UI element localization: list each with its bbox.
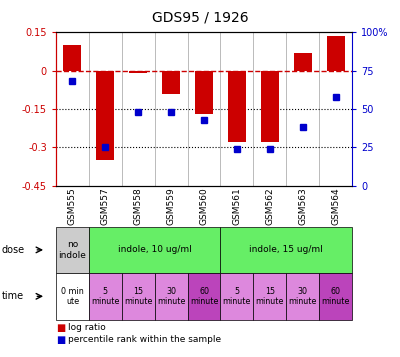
Text: 30
minute: 30 minute: [157, 287, 185, 306]
Bar: [64, 45, 82, 71]
Bar: [129, 71, 147, 73]
Bar: [195, 71, 213, 114]
Bar: [228, 71, 246, 142]
Text: 60
minute: 60 minute: [321, 287, 350, 306]
Text: time: time: [2, 291, 24, 301]
Text: 15
minute: 15 minute: [124, 287, 152, 306]
Text: 5
minute: 5 minute: [91, 287, 120, 306]
Bar: [261, 71, 279, 142]
Text: percentile rank within the sample: percentile rank within the sample: [68, 335, 221, 345]
Bar: [326, 36, 344, 71]
Text: dose: dose: [2, 245, 25, 255]
Bar: [294, 52, 312, 71]
Text: indole, 15 ug/ml: indole, 15 ug/ml: [249, 245, 323, 255]
Bar: [162, 71, 180, 94]
Text: 5
minute: 5 minute: [223, 287, 251, 306]
Text: no
indole: no indole: [58, 240, 86, 260]
Text: ■: ■: [56, 335, 65, 345]
Text: 30
minute: 30 minute: [288, 287, 317, 306]
Text: 15
minute: 15 minute: [256, 287, 284, 306]
Text: ■: ■: [56, 323, 65, 333]
Text: 60
minute: 60 minute: [190, 287, 218, 306]
Text: indole, 10 ug/ml: indole, 10 ug/ml: [118, 245, 192, 255]
Text: log ratio: log ratio: [68, 323, 106, 332]
Text: 0 min
ute: 0 min ute: [61, 287, 84, 306]
Text: GDS95 / 1926: GDS95 / 1926: [152, 11, 248, 25]
Bar: [96, 71, 114, 160]
